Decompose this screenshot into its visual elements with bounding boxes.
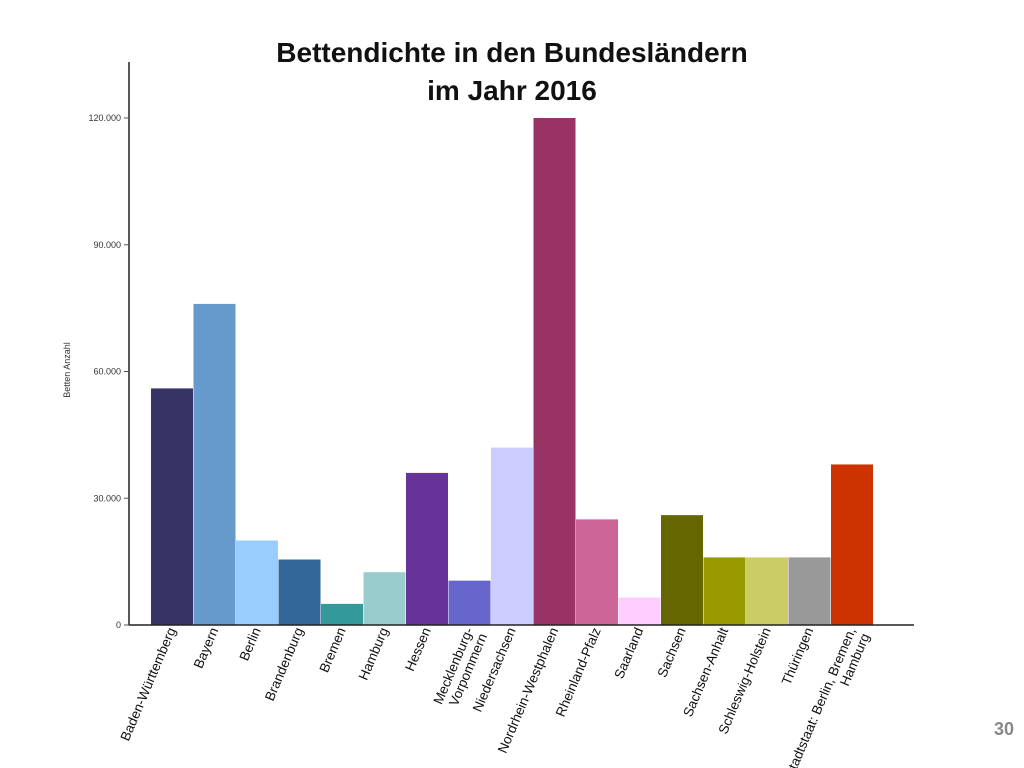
x-category-label-13: Sachsen-Anhalt bbox=[680, 625, 731, 719]
bar-3 bbox=[278, 559, 321, 625]
x-category-label-10: Rheinland-Pfalz bbox=[553, 625, 604, 719]
bars-layer bbox=[151, 118, 873, 625]
x-category-label-2: Berlin bbox=[236, 625, 263, 663]
bar-10 bbox=[576, 519, 618, 625]
bar-5 bbox=[363, 572, 406, 625]
x-category-label-5: Hamburg bbox=[356, 625, 392, 682]
x-category-label-1: Bayern bbox=[191, 625, 222, 670]
slide-number: 30 bbox=[993, 719, 1014, 739]
axes-layer: Betten Anzahl bbox=[62, 62, 914, 626]
chart-title: Bettendichte in den Bundesländern im Jah… bbox=[232, 34, 792, 110]
bar-16 bbox=[831, 464, 873, 625]
y-tick-label-3: 90.000 bbox=[93, 240, 121, 250]
x-category-label-0: Baden-Württemberg bbox=[117, 625, 178, 743]
x-category-label-15: Thüringen bbox=[779, 625, 817, 687]
bar-1 bbox=[193, 303, 236, 625]
bar-14 bbox=[746, 557, 788, 625]
bar-12 bbox=[661, 515, 703, 625]
bar-15 bbox=[788, 557, 831, 625]
x-category-label-12: Sachsen bbox=[654, 625, 688, 679]
bar-7 bbox=[448, 580, 491, 625]
y-tick-label-1: 30.000 bbox=[93, 493, 121, 503]
x-category-labels: Baden-Württemberg Bayern BerlinBrandenburg… bbox=[117, 625, 872, 768]
chart-title-line-2: im Jahr 2016 bbox=[427, 75, 597, 106]
y-tick-label-2: 60.000 bbox=[93, 367, 121, 377]
y-tick-label-0: 0 bbox=[116, 620, 121, 630]
bar-2 bbox=[236, 540, 278, 625]
bar-11 bbox=[618, 597, 661, 625]
bar-8 bbox=[491, 447, 533, 625]
bar-0 bbox=[151, 388, 193, 625]
bar-4 bbox=[321, 603, 363, 625]
x-category-label-6: Hessen bbox=[402, 625, 434, 673]
y-ticks: 0 30.000 60.000 90.000 120.000 bbox=[88, 113, 129, 630]
bar-13 bbox=[703, 557, 746, 625]
x-category-label-3: Brandenburg bbox=[262, 625, 306, 703]
x-category-label-11: Saarland bbox=[611, 625, 646, 681]
chart-title-line-1: Bettendichte in den Bundesländern bbox=[276, 37, 748, 68]
y-axis-label: Betten Anzahl bbox=[62, 342, 72, 398]
bar-9 bbox=[533, 118, 576, 625]
bar-6 bbox=[406, 472, 448, 625]
x-category-label-4: Bremen bbox=[316, 625, 348, 674]
y-tick-label-4: 120.000 bbox=[88, 113, 121, 123]
